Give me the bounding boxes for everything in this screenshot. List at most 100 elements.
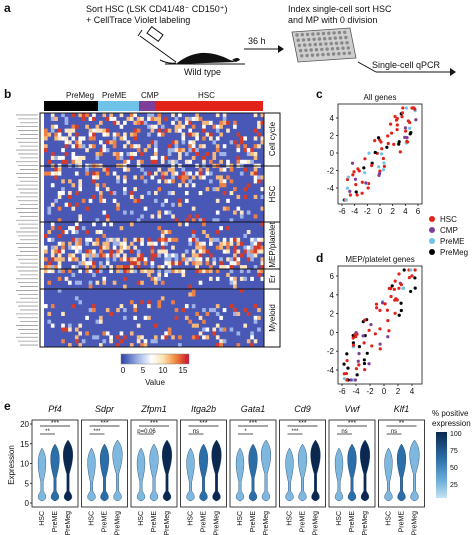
arrow-to-qpcr [357,61,377,73]
heatmap-cell [178,269,182,274]
heatmap-cell [157,187,162,192]
heatmap-cell [191,257,196,262]
violin-shape [63,439,73,502]
heatmap-cell [215,198,220,203]
heatmap-cell [157,210,162,215]
heatmap-cell [154,155,158,160]
heatmap-cell [57,171,62,176]
heatmap-cell [74,140,79,145]
heatmap-cell [119,152,124,157]
plate-well [297,43,302,48]
heatmap-cell [233,280,237,285]
heatmap-cell [47,237,52,242]
plate-well [345,41,349,45]
heatmap-cell [119,331,124,336]
heatmap-cell [68,241,72,246]
scatter-point [392,142,396,146]
plate-well [305,32,310,37]
heatmap-cell [219,245,223,250]
heatmap-cell [191,323,196,328]
heatmap-cell [99,152,103,157]
heatmap-cell [178,124,182,129]
rowgroup-label-hsc: HSC [268,185,277,202]
heatmap-cell [195,214,199,219]
heatmap-cell [191,335,196,340]
heatmap-cell [44,265,48,270]
heatmap-cell [147,315,151,320]
heatmap-cell [215,136,220,141]
scatter-point [402,268,406,272]
heatmap-cell [143,315,148,320]
x-category-label: HSC [287,511,294,526]
heatmap-cell [191,144,196,149]
heatmap-cell [57,233,62,238]
heatmap-cell [88,249,93,254]
sig-label-inner: ns [391,429,397,435]
heatmap-cell [215,304,220,309]
heatmap-cell [85,249,89,254]
heatmap-cell [233,237,237,242]
heatmap-cell [116,155,120,160]
heatmap-cell [250,335,254,340]
heatmap-cell [205,335,210,340]
heatmap-cell [85,230,89,235]
violin-shape [50,443,60,502]
heatmap-cell [195,113,199,118]
heatmap-cell [123,179,127,184]
heatmap-cell [243,167,248,172]
heatmap-cell [195,269,199,274]
y-tick-label: 6 [330,272,335,281]
heatmap-cell [246,210,251,215]
heatmap-cell [147,116,151,121]
heatmap-colorbar [120,353,190,365]
heatmap-cell [181,124,186,129]
heatmap-cell [71,265,76,270]
heatmap-cell [105,257,110,262]
heatmap-cell [92,265,96,270]
well-plate-icon [291,27,357,63]
heatmap-cell [253,152,258,157]
heatmap-cell [129,241,134,246]
heatmap-cell [171,140,175,145]
heatmap-cell [164,257,168,262]
heatmap-cell [150,116,155,121]
scatter-point [385,308,389,312]
violin-frame [130,419,178,508]
heatmap-cell [140,280,144,285]
heatmap-cell [171,113,175,118]
violin-shape [99,443,110,502]
heatmap-cell [215,269,220,274]
heatmap-cell [215,276,220,281]
legend-label-premeg: PreMeg [440,248,468,257]
heatmap-cell [136,249,141,254]
heatmap-cell [188,148,193,153]
x-category-label: HSC [386,511,393,526]
heatmap-cell [47,210,52,215]
heatmap-cell [191,253,196,258]
heatmap-cell [116,120,120,125]
heatmap-cell [157,304,162,309]
scatter-point [390,284,394,288]
heatmap-cell [157,249,162,254]
heatmap-cell [50,155,55,160]
heatmap-cell [222,113,227,118]
heatmap-cell [64,140,69,145]
heatmap-cell [102,253,107,258]
e-y-tick-label: 15 [20,440,29,449]
scatter-point [386,319,390,323]
heatmap-cell [191,230,196,235]
heatmap-cell [99,191,103,196]
heatmap-cell [160,132,165,137]
scatter-point [413,286,417,290]
heatmap-cell [81,136,86,141]
scatter-point [351,336,355,340]
violin-shape [235,447,245,502]
heatmap-cell [215,144,220,149]
heatmap-cell [202,136,206,141]
heatmap-cell [140,152,144,157]
heatmap-cell [212,261,217,266]
heatmap-cell [85,124,89,129]
plate-well [329,41,333,46]
gene-label-column [16,114,38,346]
heatmap-cell [243,148,248,153]
